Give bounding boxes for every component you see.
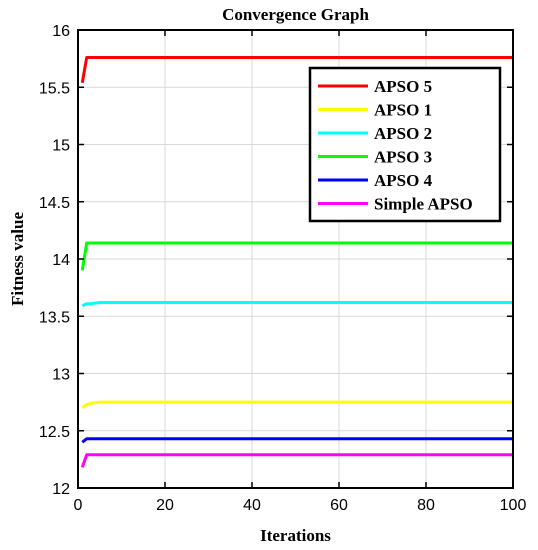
y-tick-label: 12.5: [39, 424, 70, 441]
x-tick-label: 0: [74, 497, 83, 514]
series-line: [80, 56, 513, 83]
y-tick-label: 15: [52, 138, 70, 155]
x-axis-label: Iterations: [260, 526, 331, 545]
x-tick-label: 100: [500, 497, 527, 514]
series-line: [81, 301, 513, 308]
x-tick-label: 40: [243, 497, 261, 514]
y-tick-label: 15.5: [39, 80, 70, 97]
series-line: [81, 400, 513, 410]
axis-ticks: 0 20 40 60 80 100 12 12.5 13 13.5 14 14.5 15 15.5 16: [39, 23, 527, 514]
y-tick-label: 13.5: [39, 309, 70, 326]
x-tick-label: 80: [417, 497, 435, 514]
series-line: [80, 241, 513, 271]
chart-title: Convergence Graph: [222, 5, 369, 24]
y-tick-label: 14: [52, 252, 70, 269]
x-tick-label: 20: [156, 497, 174, 514]
series-line: [80, 453, 513, 468]
legend-label: APSO 1: [374, 101, 432, 120]
y-tick-label: 12: [52, 481, 70, 498]
series-line: [81, 437, 513, 444]
legend: APSO 5 APSO 1 APSO 2 APSO 3 APSO 4 Simple APS…: [308, 66, 502, 223]
legend-label: APSO 2: [374, 124, 432, 143]
y-axis-label: Fitness value: [8, 212, 27, 306]
legend-box: [308, 66, 502, 223]
legend-label: APSO 3: [374, 148, 432, 167]
legend-label: APSO 5: [374, 77, 432, 96]
y-tick-label: 13: [52, 367, 70, 384]
legend-label: Simple APSO: [374, 195, 473, 214]
legend-label: APSO 4: [374, 171, 433, 190]
y-tick-label: 14.5: [39, 195, 70, 212]
y-tick-label: 16: [52, 23, 70, 40]
series-lines: [80, 56, 513, 468]
x-tick-label: 60: [330, 497, 348, 514]
